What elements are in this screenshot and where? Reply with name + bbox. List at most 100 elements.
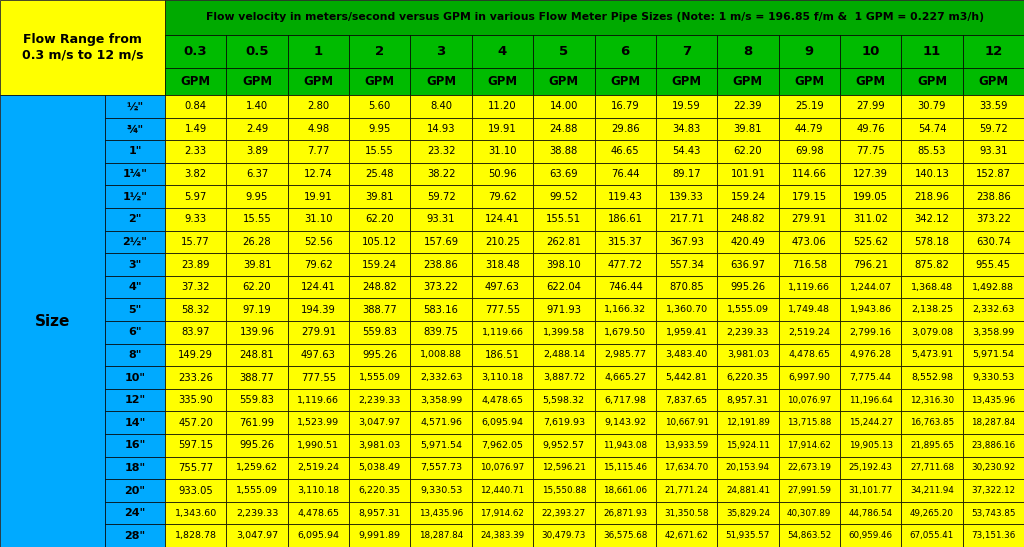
Text: 3,079.08: 3,079.08 bbox=[911, 328, 953, 337]
Text: 2,519.24: 2,519.24 bbox=[297, 463, 339, 473]
Bar bbox=[226, 253, 288, 276]
Text: 875.82: 875.82 bbox=[914, 259, 949, 270]
Bar bbox=[472, 95, 534, 118]
Bar bbox=[411, 276, 472, 299]
Bar bbox=[655, 299, 717, 321]
Text: 2,332.63: 2,332.63 bbox=[420, 373, 462, 382]
Bar bbox=[840, 411, 901, 434]
Bar bbox=[901, 276, 963, 299]
Text: 0.5: 0.5 bbox=[246, 45, 268, 58]
Bar bbox=[963, 434, 1024, 457]
Text: 8: 8 bbox=[743, 45, 753, 58]
Bar bbox=[472, 68, 534, 95]
Bar bbox=[226, 276, 288, 299]
Bar bbox=[901, 502, 963, 525]
Bar bbox=[226, 366, 288, 389]
Bar bbox=[226, 457, 288, 479]
Text: 13,435.96: 13,435.96 bbox=[971, 395, 1016, 405]
Bar bbox=[411, 35, 472, 68]
Text: 335.90: 335.90 bbox=[178, 395, 213, 405]
Text: 31.10: 31.10 bbox=[488, 147, 517, 156]
Bar bbox=[165, 457, 226, 479]
Bar bbox=[595, 68, 655, 95]
Bar bbox=[655, 185, 717, 208]
Text: 89.17: 89.17 bbox=[672, 169, 700, 179]
Bar bbox=[349, 95, 411, 118]
Bar bbox=[901, 299, 963, 321]
Bar bbox=[472, 411, 534, 434]
Text: 995.26: 995.26 bbox=[730, 282, 766, 292]
Bar bbox=[840, 457, 901, 479]
Bar bbox=[655, 208, 717, 231]
Text: 11,943.08: 11,943.08 bbox=[603, 441, 647, 450]
Bar bbox=[165, 502, 226, 525]
Bar bbox=[165, 35, 226, 68]
Text: GPM: GPM bbox=[487, 75, 517, 88]
Bar bbox=[595, 140, 655, 163]
Bar bbox=[105, 140, 165, 163]
Bar bbox=[840, 299, 901, 321]
Bar bbox=[411, 479, 472, 502]
Bar bbox=[840, 366, 901, 389]
Text: 1: 1 bbox=[313, 45, 323, 58]
Text: 1,119.66: 1,119.66 bbox=[788, 283, 830, 292]
Text: GPM: GPM bbox=[916, 75, 947, 88]
Text: 559.83: 559.83 bbox=[240, 395, 274, 405]
Text: 19.59: 19.59 bbox=[672, 101, 700, 111]
Bar bbox=[963, 389, 1024, 411]
Bar bbox=[472, 163, 534, 185]
Bar bbox=[901, 389, 963, 411]
Bar bbox=[655, 389, 717, 411]
Bar bbox=[901, 344, 963, 366]
Text: 497.63: 497.63 bbox=[301, 350, 336, 360]
Text: 24": 24" bbox=[124, 508, 145, 518]
Bar bbox=[963, 208, 1024, 231]
Bar bbox=[105, 389, 165, 411]
Bar bbox=[840, 344, 901, 366]
Bar bbox=[165, 185, 226, 208]
Text: 1,119.66: 1,119.66 bbox=[297, 395, 339, 405]
Bar bbox=[411, 502, 472, 525]
Text: 54,863.52: 54,863.52 bbox=[787, 531, 831, 540]
Bar bbox=[534, 140, 595, 163]
Bar bbox=[226, 208, 288, 231]
Text: 10,076.97: 10,076.97 bbox=[787, 395, 831, 405]
Bar bbox=[595, 231, 655, 253]
Text: 18,287.84: 18,287.84 bbox=[419, 531, 463, 540]
Bar bbox=[963, 68, 1024, 95]
Text: 311.02: 311.02 bbox=[853, 214, 888, 224]
Text: 1,166.32: 1,166.32 bbox=[604, 305, 646, 314]
Bar bbox=[595, 299, 655, 321]
Bar bbox=[778, 231, 840, 253]
Bar bbox=[655, 502, 717, 525]
Bar bbox=[595, 276, 655, 299]
Text: 248.82: 248.82 bbox=[730, 214, 765, 224]
Bar bbox=[411, 95, 472, 118]
Bar bbox=[963, 118, 1024, 140]
Bar bbox=[349, 321, 411, 344]
Bar bbox=[411, 321, 472, 344]
Text: 18,287.84: 18,287.84 bbox=[971, 418, 1016, 427]
Bar bbox=[717, 208, 778, 231]
Bar bbox=[226, 344, 288, 366]
Text: 238.86: 238.86 bbox=[424, 259, 459, 270]
Text: 7,557.73: 7,557.73 bbox=[420, 463, 462, 473]
Text: 2,332.63: 2,332.63 bbox=[972, 305, 1015, 314]
Text: 1,555.09: 1,555.09 bbox=[358, 373, 400, 382]
Text: 15,924.11: 15,924.11 bbox=[726, 441, 770, 450]
Bar bbox=[226, 95, 288, 118]
Text: 373.22: 373.22 bbox=[424, 282, 459, 292]
Text: 119.43: 119.43 bbox=[607, 191, 643, 202]
Text: 4: 4 bbox=[498, 45, 507, 58]
Text: 373.22: 373.22 bbox=[976, 214, 1011, 224]
Text: 194.39: 194.39 bbox=[301, 305, 336, 315]
Text: 870.85: 870.85 bbox=[669, 282, 703, 292]
Text: 2,519.24: 2,519.24 bbox=[788, 328, 830, 337]
Bar bbox=[840, 68, 901, 95]
Bar bbox=[288, 411, 349, 434]
Text: 83.97: 83.97 bbox=[181, 327, 210, 337]
Bar bbox=[840, 321, 901, 344]
Text: 58.32: 58.32 bbox=[181, 305, 210, 315]
Text: 2,488.14: 2,488.14 bbox=[543, 351, 585, 359]
Text: 557.34: 557.34 bbox=[669, 259, 703, 270]
